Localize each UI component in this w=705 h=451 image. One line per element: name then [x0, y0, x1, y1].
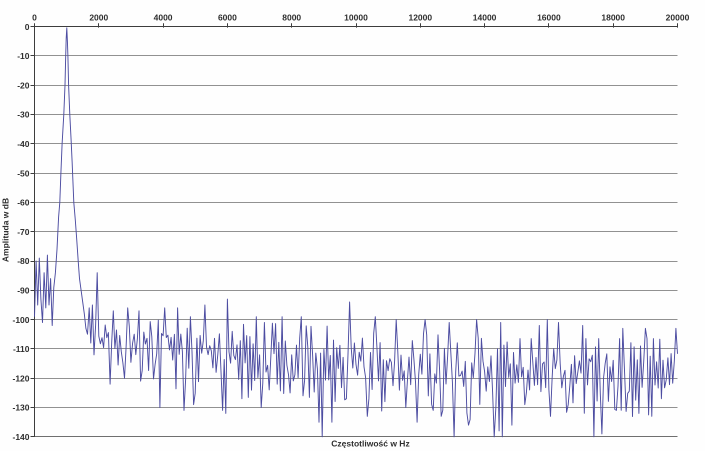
svg-text:Amplituda w dB: Amplituda w dB — [1, 198, 11, 262]
svg-text:-130: -130 — [12, 403, 29, 413]
svg-text:0: 0 — [32, 13, 37, 23]
svg-text:-20: -20 — [17, 80, 30, 90]
svg-text:-60: -60 — [17, 198, 30, 208]
svg-text:Częstotliwość w Hz: Częstotliwość w Hz — [331, 439, 409, 449]
svg-text:14000: 14000 — [473, 13, 497, 23]
svg-text:-40: -40 — [17, 139, 30, 149]
svg-text:-30: -30 — [17, 110, 30, 120]
svg-text:-90: -90 — [17, 286, 30, 296]
svg-text:2000: 2000 — [89, 13, 108, 23]
svg-text:6000: 6000 — [218, 13, 237, 23]
svg-text:10000: 10000 — [344, 13, 368, 23]
svg-text:-10: -10 — [17, 51, 30, 61]
svg-text:4000: 4000 — [154, 13, 173, 23]
svg-text:-100: -100 — [12, 315, 29, 325]
svg-text:-120: -120 — [12, 373, 29, 383]
svg-text:16000: 16000 — [537, 13, 561, 23]
svg-text:18000: 18000 — [601, 13, 625, 23]
svg-text:20000: 20000 — [666, 13, 690, 23]
svg-text:-70: -70 — [17, 227, 30, 237]
svg-text:-80: -80 — [17, 256, 30, 266]
svg-text:-50: -50 — [17, 168, 30, 178]
svg-text:12000: 12000 — [408, 13, 432, 23]
svg-text:8000: 8000 — [282, 13, 301, 23]
svg-text:-110: -110 — [13, 344, 30, 354]
svg-text:0: 0 — [25, 22, 30, 32]
svg-text:-140: -140 — [12, 432, 29, 442]
